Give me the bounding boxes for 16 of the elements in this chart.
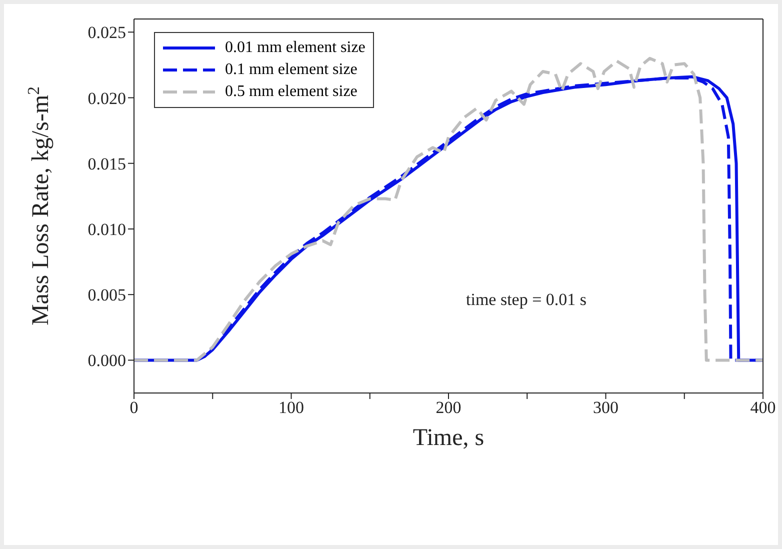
y-tick-label: 0.000	[88, 351, 126, 370]
y-tick-label: 0.020	[88, 88, 126, 108]
y-tick-label: 0.010	[88, 220, 126, 239]
x-tick-label: 200	[436, 398, 462, 418]
legend-label: 0.1 mm element size	[225, 61, 358, 79]
x-tick-label: 100	[278, 398, 304, 418]
y-tick-label: 0.005	[88, 286, 126, 305]
x-tick-label: 0	[130, 398, 138, 418]
y-tick-label: 0.025	[88, 23, 126, 42]
x-tick-label: 300	[593, 398, 618, 418]
annotation: time step = 0.01 s	[466, 290, 587, 310]
legend-label: 0.5 mm element size	[225, 83, 358, 101]
x-tick-label: 400	[750, 398, 776, 418]
legend-label: 0.01 mm element size	[225, 39, 366, 57]
y-tick-label: 0.015	[88, 154, 126, 174]
x-axis-title: Time, s	[412, 425, 484, 451]
